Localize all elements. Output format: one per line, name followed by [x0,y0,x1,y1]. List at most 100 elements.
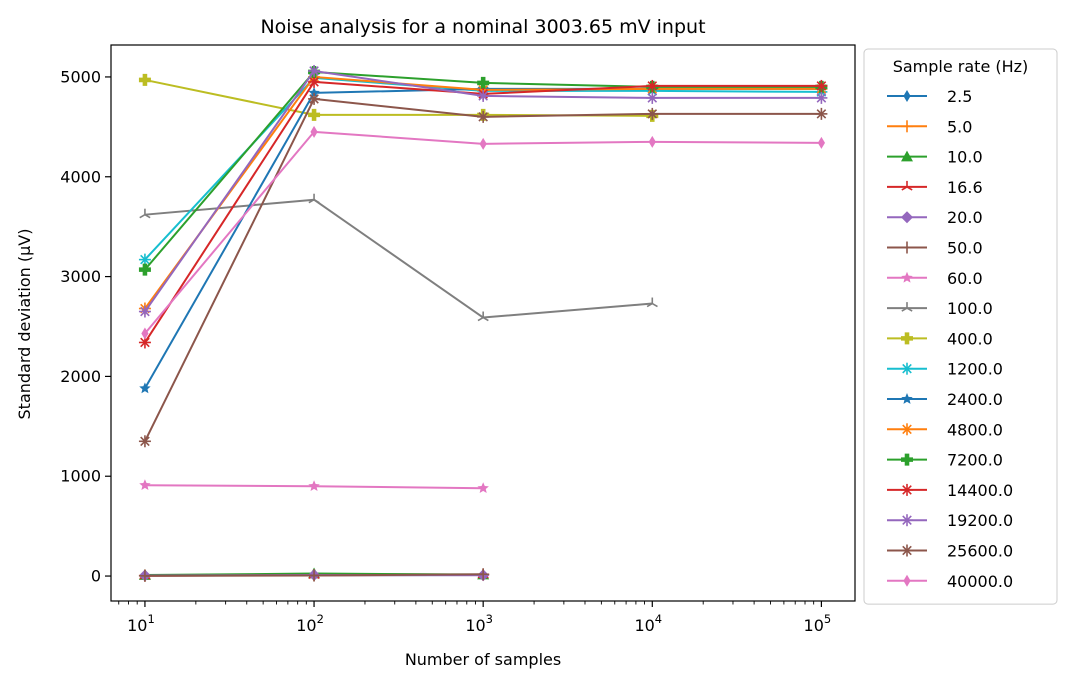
data-point-7200.0-0 [138,263,151,276]
legend-entry-40000.0: 40000.0 [887,572,1013,591]
x-axis-label: Number of samples [405,650,561,669]
y-tick-label: 1000 [60,467,101,486]
y-tick-label: 3000 [60,267,101,286]
series-40000.0 [141,125,826,340]
data-point-19200.0-4 [815,91,828,104]
legend-entry-10.0: 10.0 [887,148,983,167]
data-point-100.0-1 [308,193,320,204]
data-point-14400.0-3 [646,79,659,92]
legend-entry-7200.0: 7200.0 [887,451,1003,470]
y-tick-label: 4000 [60,167,101,186]
legend-marker [901,211,913,224]
data-point-19200.0-1 [308,64,321,77]
series-60.0 [139,479,489,494]
y-tick-label: 2000 [60,367,101,386]
legend: Sample rate (Hz) 2.5 5.0 10.0 16.6 20.0 50.0 60… [863,48,1058,605]
legend-marker [901,180,913,191]
legend-label: 25600.0 [947,542,1013,561]
series-line-19200.0 [144,69,822,313]
legend-marker [901,362,913,375]
y-axis: 0 1000 2000 3000 4000 5000 [60,67,111,586]
data-point-60.0-0 [139,479,151,491]
data-point-19200.0-0 [138,305,151,318]
data-point-7200.0-2 [477,76,490,89]
legend-label: 10.0 [947,148,983,167]
data-point-25600.0-3 [646,107,659,120]
data-point-50.0-1 [308,569,321,582]
x-tick-label: 104 [634,612,662,635]
series-19200.0 [138,64,828,318]
data-point-25600.0-0 [138,435,151,448]
series-line-40000.0 [144,130,822,335]
data-point-40000.0-0 [141,327,149,340]
x-tick-label: 105 [804,612,832,635]
legend-marker [901,332,913,345]
chart-title: Noise analysis for a nominal 3003.65 mV … [260,16,705,38]
data-point-100.0-3 [646,297,658,308]
x-tick-label: 101 [127,612,155,635]
data-point-60.0-2 [477,482,489,494]
legend-entry-2.5: 2.5 [887,87,972,106]
series-line-2400.0 [144,87,822,389]
legend-label: 20.0 [947,208,983,227]
legend-label: 2400.0 [947,390,1003,409]
data-point-14400.0-1 [308,75,321,88]
legend-label: 400.0 [947,329,993,348]
legend-label: 7200.0 [947,451,1003,470]
legend-label: 16.6 [947,178,983,197]
legend-label: 40000.0 [947,572,1013,591]
y-tick-label: 0 [91,567,101,586]
legend-entry-2400.0: 2400.0 [887,390,1003,409]
legend-marker [901,302,913,312]
legend-entry-100.0: 100.0 [887,299,993,318]
plot-frame [110,44,856,602]
legend-entry-25600.0: 25600.0 [887,542,1013,561]
legend-label: 100.0 [947,299,993,318]
legend-label: 60.0 [947,269,983,288]
legend-marker [901,271,913,283]
legend-marker [901,483,913,496]
data-point-40000.0-2 [479,137,487,150]
legend-marker [901,453,913,466]
data-point-50.0-2 [477,568,490,581]
legend-marker [903,90,911,102]
legend-marker [901,120,913,133]
legend-marker [901,544,913,557]
legend-entry-14400.0: 14400.0 [887,481,1013,500]
series-2400.0 [139,82,828,394]
series-100.0 [139,193,658,322]
data-point-60.0-1 [308,480,320,492]
legend-label: 5.0 [947,117,972,136]
series-25600.0 [138,92,828,448]
data-point-40000.0-4 [817,136,826,149]
series-50.0 [138,568,490,582]
legend-entry-20.0: 20.0 [887,208,983,227]
data-point-40000.0-1 [310,125,318,138]
plot-area [138,64,828,582]
legend-marker [901,393,913,404]
data-point-19200.0-2 [477,89,490,102]
y-tick-label: 5000 [60,67,101,86]
legend-entry-16.6: 16.6 [887,178,983,197]
x-axis: 101 102 103 104 105 [118,601,832,635]
data-point-2400.0-0 [139,382,151,394]
legend-marker [901,423,913,436]
legend-marker [901,241,913,254]
legend-entry-1200.0: 1200.0 [887,360,1003,379]
data-point-400.0-1 [308,108,321,121]
legend-entry-19200.0: 19200.0 [887,511,1013,530]
legend-label: 1200.0 [947,360,1003,379]
legend-title: Sample rate (Hz) [893,57,1029,76]
legend-entry-50.0: 50.0 [887,239,983,258]
data-point-14400.0-4 [815,79,828,92]
data-point-400.0-0 [138,73,151,86]
legend-entry-60.0: 60.0 [887,269,983,288]
legend-label: 50.0 [947,239,983,258]
legend-label: 19200.0 [947,511,1013,530]
legend-marker [901,514,913,527]
data-point-40000.0-3 [648,135,656,148]
y-axis-label: Standard deviation (µV) [15,229,34,420]
legend-entry-5.0: 5.0 [887,117,972,136]
